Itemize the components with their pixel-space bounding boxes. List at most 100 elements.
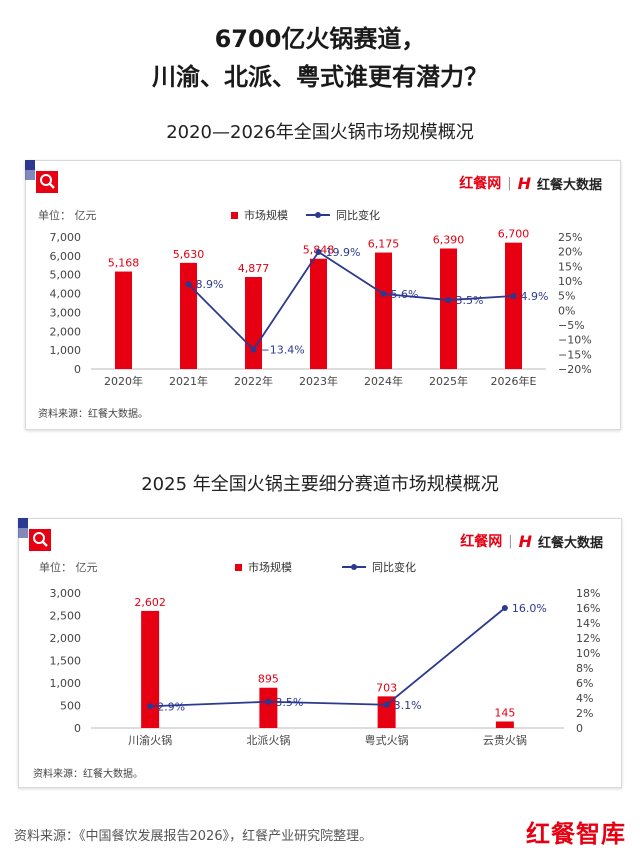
chart1-source: 资料来源：红餐大数据。	[38, 409, 148, 420]
chart1-plot: 7,000 6,000 5,000 4,000 3,000 2,000 1,000 0 25% 2…	[50, 228, 592, 388]
bar-value-label: 145	[494, 706, 515, 719]
y2-tick-label: 14%	[576, 617, 600, 630]
chart1-title: 2020—2026年全国火锅市场规模概况	[166, 122, 474, 143]
legend-item-market-size: 市场规模	[248, 561, 292, 574]
x-tick-label: 2022年	[234, 374, 273, 388]
x-tick-label: 2020年	[104, 374, 143, 388]
y2-tick-label: 2%	[576, 707, 593, 720]
line-point	[147, 703, 154, 710]
legend-bar-swatch	[231, 211, 238, 219]
y-tick-label: 5,000	[50, 269, 82, 282]
bar	[180, 262, 197, 369]
y2-tick-label: 6%	[576, 677, 593, 690]
corner-mark	[18, 528, 28, 538]
chart2-unit-label: 单位： 亿元	[39, 561, 98, 574]
bar-value-label: 895	[258, 673, 279, 686]
bar-value-label: 6,390	[433, 234, 465, 247]
bar	[141, 610, 160, 728]
y2-tick-label: 25%	[558, 231, 582, 244]
y-tick-label: 2,000	[50, 325, 82, 338]
y-tick-label: 3,000	[50, 587, 82, 600]
legend-item-yoy: 同比变化	[336, 209, 380, 222]
legend-line-swatch	[306, 210, 330, 220]
brand-logo: 红餐网 | H 红餐大数据	[459, 173, 602, 193]
y2-tick-label: 16%	[576, 602, 600, 615]
line-value-label: 2.9%	[157, 700, 185, 713]
brand-name-2: 红餐大数据	[536, 177, 602, 193]
y2-tick-label: 5%	[558, 290, 575, 303]
x-tick-label: 2024年	[364, 374, 403, 388]
x-tick-label: 2026年E	[491, 374, 537, 388]
search-icon	[36, 171, 58, 193]
y-tick-label: 2,500	[50, 610, 82, 623]
y2-tick-label: 4%	[576, 692, 593, 705]
y-tick-label: 2,000	[50, 632, 82, 645]
legend-item-market-size: 市场规模	[244, 209, 288, 222]
legend-line-swatch	[342, 562, 366, 572]
brand-name-1: 红餐网	[460, 534, 503, 550]
bar	[375, 252, 392, 369]
brand-separator: |	[507, 175, 512, 191]
corner-mark	[18, 518, 28, 528]
y-tick-label: 3,000	[50, 306, 82, 319]
x-tick-label: 云贵火锅	[483, 734, 527, 747]
y2-tick-label: −5%	[558, 319, 585, 332]
y-tick-label: 4,000	[50, 288, 82, 301]
y-tick-label: 500	[60, 700, 81, 713]
y2-tick-label: −10%	[558, 334, 592, 347]
corner-mark	[25, 160, 35, 170]
line-point	[445, 297, 452, 304]
line-value-label: 8.9%	[196, 278, 224, 291]
headline-line1: 6700亿火锅赛道，	[214, 25, 426, 53]
series-line	[187, 250, 514, 352]
y2-tick-label: 0	[576, 722, 583, 735]
line-value-label: 16.0%	[512, 602, 547, 615]
chart2-source: 资料来源：红餐大数据。	[33, 769, 143, 780]
chart2-legend: 市场规模 同比变化	[235, 559, 416, 575]
line-value-label: 4.9%	[521, 290, 549, 303]
brand-logo-mark: H	[517, 173, 531, 193]
brand-separator: |	[508, 533, 513, 549]
chart1-panel: 红餐网 | H 红餐大数据 单位： 亿元 市场规模 同比变化 7,000 6,00…	[25, 160, 621, 430]
line-point	[315, 248, 322, 255]
x-tick-label: 川渝火锅	[128, 733, 172, 747]
x-tick-label: 北派火锅	[246, 734, 290, 747]
y2-tick-label: 0%	[558, 304, 575, 317]
y2-tick-label: −20%	[558, 363, 592, 376]
line-point	[185, 281, 192, 288]
bar	[115, 271, 132, 369]
y2-tick-label: 10%	[576, 647, 600, 660]
line-point	[510, 292, 517, 299]
bar	[310, 258, 327, 369]
y-tick-label: 7,000	[50, 231, 82, 244]
y-tick-label: 1,500	[50, 655, 82, 668]
y-tick-label: 0	[74, 363, 81, 376]
y2-tick-label: 18%	[576, 587, 600, 600]
bar-value-label: 6,175	[368, 238, 400, 251]
y2-tick-label: 10%	[558, 275, 582, 288]
brand-name-2: 红餐大数据	[537, 535, 603, 551]
legend-bar-swatch	[235, 563, 242, 571]
bar-value-label: 4,877	[238, 262, 270, 275]
series-line	[150, 607, 506, 708]
y2-tick-label: 15%	[558, 260, 582, 273]
line-value-label: 19.9%	[326, 246, 361, 259]
line-value-label: 3.5%	[275, 696, 303, 709]
chart2-panel: 红餐网 | H 红餐大数据 单位： 亿元 市场规模 同比变化 3,000 2,50…	[18, 518, 622, 788]
line-point	[265, 698, 272, 705]
legend-item-yoy: 同比变化	[372, 561, 416, 574]
line-value-label: 3.5%	[456, 294, 484, 307]
y2-tick-label: 20%	[558, 246, 582, 259]
footer-logo: 红餐智库	[526, 820, 626, 848]
x-tick-label: 2023年	[299, 374, 338, 388]
chart2-plot: 3,000 2,500 2,000 1,500 1,000 500 0 18% 16% 14% 12…	[50, 587, 601, 747]
line-value-label: 5.6%	[391, 288, 419, 301]
y-tick-label: 6,000	[50, 250, 82, 263]
bar-value-label: 2,602	[134, 596, 166, 609]
line-value-label: −13.4%	[261, 344, 305, 357]
brand-logo: 红餐网 | H 红餐大数据	[460, 531, 603, 551]
headline-line2: 川渝、北派、粤式谁更有潜力？	[152, 63, 488, 91]
x-tick-label: 2025年	[429, 374, 468, 388]
brand-logo-mark: H	[518, 531, 532, 551]
y2-tick-label: 12%	[576, 632, 600, 645]
